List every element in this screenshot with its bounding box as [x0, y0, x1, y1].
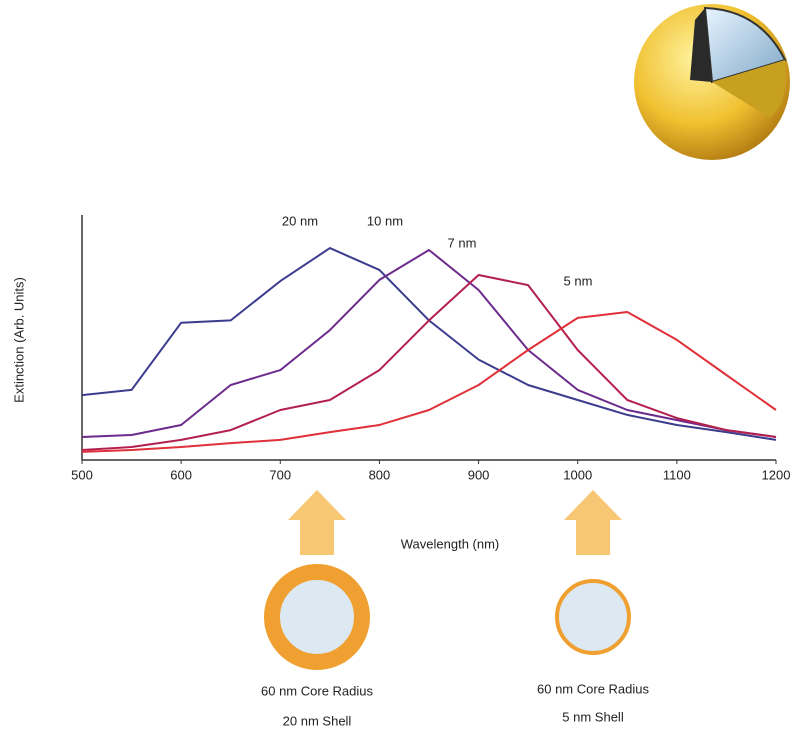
- series-line: [82, 248, 776, 440]
- series-label: 10 nm: [367, 213, 403, 228]
- x-tick-label: 1100: [663, 467, 691, 482]
- annotation: 60 nm Core Radius: [261, 683, 373, 698]
- series-line: [82, 312, 776, 452]
- series-label: 7 nm: [448, 235, 477, 250]
- x-tick-label: 700: [269, 467, 291, 482]
- chart: 60 nm Core Radius 20 nm Shell 60 nm Core…: [0, 0, 798, 739]
- arrow: [288, 490, 346, 555]
- x-tick-label: 900: [468, 467, 490, 482]
- x-tick-label: 1000: [563, 467, 592, 482]
- shell-thick: [272, 572, 362, 662]
- annotation: 60 nm Core Radius: [537, 681, 649, 696]
- series-label: 20 nm: [282, 213, 318, 228]
- x-tick-label: 600: [170, 467, 192, 482]
- sphere-illustration: [634, 4, 790, 160]
- shell-thin: [557, 581, 629, 653]
- arrow: [564, 490, 622, 555]
- x-axis-label: Wavelength (nm): [401, 536, 500, 551]
- y-axis-label: Extinction (Arb. Units): [11, 277, 26, 403]
- series-label: 5 nm: [564, 273, 593, 288]
- x-tick-label: 1200: [762, 467, 791, 482]
- x-tick-label: 800: [369, 467, 391, 482]
- x-tick-label: 500: [71, 467, 93, 482]
- annotation: 5 nm Shell: [562, 709, 624, 724]
- annotation: 20 nm Shell: [283, 713, 352, 728]
